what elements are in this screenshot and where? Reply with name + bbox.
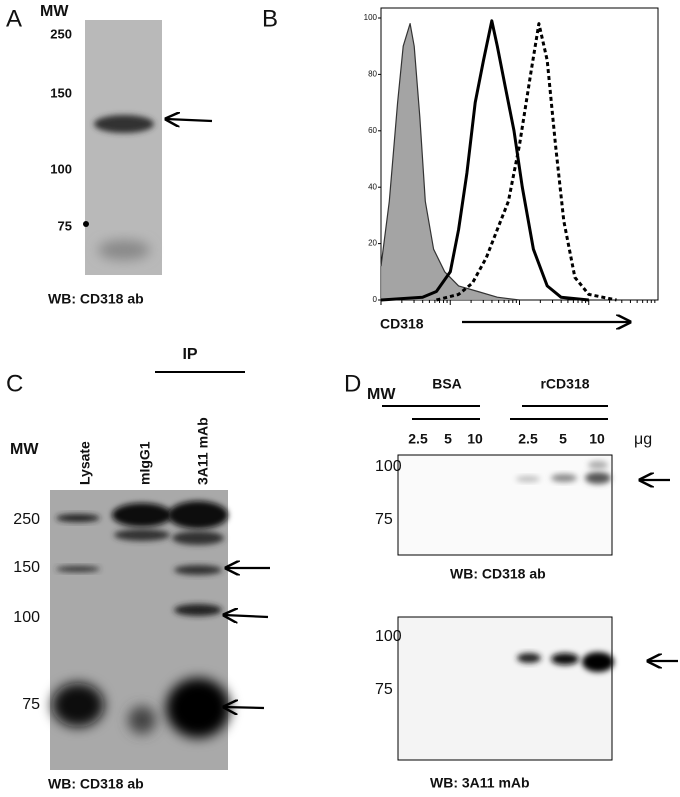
mw-label: 250 [50, 26, 72, 41]
blot [397, 616, 613, 761]
mw-label: 75 [58, 218, 72, 233]
mw-label: 100 [50, 161, 72, 176]
ip-header: IP [182, 346, 197, 363]
y-tick-label: 100 [364, 13, 378, 22]
histogram-line [380, 23, 520, 301]
blot [85, 20, 162, 275]
lane-label: mIgG1 [137, 441, 153, 485]
panel-label: B [262, 5, 278, 32]
y-tick-label: 80 [368, 70, 377, 79]
caption: WB: 3A11 mAb [430, 775, 530, 791]
mw-header: MW [40, 3, 69, 20]
band [94, 115, 154, 133]
caption: WB: CD318 ab [450, 566, 546, 582]
arrow [224, 707, 265, 708]
histogram-line [380, 19, 589, 302]
blot [397, 454, 613, 556]
arrow [166, 119, 213, 121]
mw-label: 100 [375, 628, 402, 645]
amount-label: 5 [444, 431, 452, 447]
amount-label: 10 [467, 431, 483, 447]
y-tick-label: 20 [368, 239, 377, 248]
panel-label: C [6, 370, 23, 397]
spot [83, 221, 89, 227]
bands [52, 501, 230, 738]
amount-label: 10 [589, 431, 605, 447]
mw-label: 75 [22, 696, 40, 713]
bands [517, 652, 614, 672]
histogram-area [381, 23, 520, 300]
group-label: rCD318 [540, 376, 589, 392]
y-tick-label: 60 [368, 126, 377, 135]
panel-label: D [344, 370, 361, 397]
amount-label: 2.5 [518, 431, 538, 447]
histogram: 0 20 40 60 80 100 [364, 13, 656, 305]
histogram-line [436, 22, 617, 302]
unit-label: μg [634, 431, 652, 448]
mw-header: MW [367, 386, 396, 403]
y-tick-label: 40 [368, 182, 377, 191]
panel-label: A [6, 5, 22, 32]
lane-label: 3A11 mAb [195, 417, 211, 485]
caption: WB: CD318 ab [48, 291, 144, 307]
mw-label: 100 [13, 609, 40, 626]
band [98, 240, 150, 260]
group-label: BSA [432, 376, 462, 392]
mw-label: 150 [13, 559, 40, 576]
x-axis-label: CD318 [380, 316, 424, 332]
mw-label: 250 [13, 511, 40, 528]
mw-label: 75 [375, 511, 393, 528]
mw-label: 150 [50, 85, 72, 100]
arrow [224, 615, 269, 617]
bands [516, 461, 611, 484]
y-tick-label: 0 [373, 295, 378, 304]
amount-label: 2.5 [408, 431, 428, 447]
mw-header: MW [10, 441, 39, 458]
lane-label: Lysate [77, 441, 93, 485]
amount-label: 5 [559, 431, 567, 447]
caption: WB: CD318 ab [48, 776, 144, 792]
mw-label: 100 [375, 458, 402, 475]
mw-label: 75 [375, 681, 393, 698]
